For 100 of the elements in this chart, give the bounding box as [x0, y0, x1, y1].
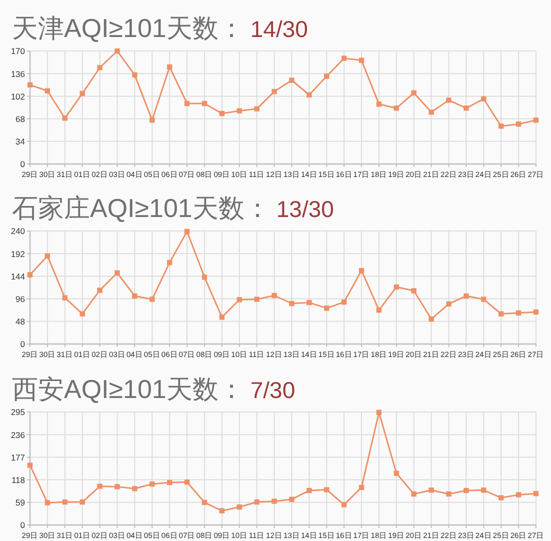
- point: [272, 88, 277, 94]
- point: [516, 122, 522, 127]
- y-tick-label: 59: [16, 497, 26, 508]
- point: [62, 116, 68, 121]
- y-tick-label: 48: [16, 316, 26, 327]
- point: [341, 56, 347, 61]
- point: [498, 124, 504, 129]
- point: [184, 100, 190, 106]
- point: [533, 310, 539, 315]
- point: [62, 499, 68, 504]
- point: [80, 499, 85, 504]
- point: [341, 300, 347, 306]
- point: [516, 492, 522, 497]
- point: [428, 487, 434, 492]
- point: [324, 74, 330, 79]
- point: [411, 491, 416, 496]
- point: [289, 301, 294, 306]
- point: [44, 500, 50, 506]
- point: [533, 490, 539, 496]
- point: [358, 484, 364, 490]
- point: [202, 274, 208, 280]
- point: [150, 118, 155, 123]
- point: [166, 260, 172, 266]
- point: [202, 499, 208, 505]
- point: [236, 504, 242, 510]
- point: [481, 487, 486, 492]
- point: [498, 494, 504, 500]
- point: [358, 268, 364, 274]
- point: [27, 272, 33, 278]
- point: [306, 92, 312, 98]
- y-tick-label: 136: [10, 68, 26, 79]
- y-tick-label: 295: [10, 406, 26, 417]
- point: [428, 110, 434, 115]
- point: [184, 229, 190, 234]
- point: [150, 296, 155, 302]
- point: [97, 288, 102, 294]
- point: [411, 288, 416, 294]
- point: [132, 294, 138, 299]
- point: [44, 254, 50, 259]
- point: [97, 65, 102, 70]
- y-tick-label: 236: [10, 429, 26, 440]
- chart-title: 石家庄AQI≥101天数：: [12, 193, 270, 224]
- point: [464, 294, 469, 299]
- point: [289, 496, 294, 502]
- y-tick-label: 118: [11, 474, 26, 485]
- point: [80, 312, 85, 317]
- y-tick-label: 144: [10, 272, 26, 282]
- point: [481, 96, 486, 102]
- point: [132, 72, 138, 78]
- point: [62, 296, 68, 301]
- point: [254, 499, 260, 504]
- point: [394, 106, 400, 111]
- point: [166, 64, 172, 70]
- y-tick-label: 177: [10, 452, 26, 462]
- point: [219, 508, 225, 514]
- point: [114, 48, 120, 54]
- point: [306, 300, 312, 306]
- point: [533, 118, 539, 123]
- point: [236, 108, 242, 114]
- point: [80, 90, 85, 96]
- text: 7/30: [250, 376, 296, 403]
- point: [358, 58, 364, 63]
- text: 14/30: [250, 16, 308, 42]
- y-tick-label: 68: [16, 114, 26, 124]
- point: [481, 296, 486, 302]
- y-tick-label: 240: [10, 226, 26, 237]
- point: [44, 88, 50, 94]
- y-tick-label: 0: [20, 159, 26, 170]
- y-tick-label: 96: [16, 294, 26, 304]
- point: [446, 302, 452, 307]
- point: [272, 293, 277, 298]
- y-tick-label: 170: [10, 46, 26, 56]
- point: [498, 312, 504, 317]
- point: [97, 483, 102, 489]
- point: [516, 310, 522, 316]
- chart-title: 西安AQI≥101天数：: [12, 374, 244, 404]
- point: [166, 480, 172, 485]
- y-tick-label: 102: [10, 91, 26, 102]
- point: [394, 470, 400, 476]
- point: [376, 308, 382, 314]
- point: [446, 491, 452, 496]
- point: [254, 106, 260, 112]
- point: [219, 314, 225, 320]
- point: [446, 98, 452, 103]
- point: [464, 106, 469, 111]
- point: [254, 296, 260, 302]
- point: [306, 488, 312, 493]
- y-tick-label: 0: [20, 340, 26, 350]
- point: [394, 284, 400, 290]
- point: [27, 462, 33, 468]
- point: [411, 90, 416, 96]
- point: [289, 78, 294, 83]
- text: 13/30: [276, 196, 334, 222]
- point: [184, 479, 190, 484]
- point: [464, 488, 469, 493]
- point: [376, 409, 382, 415]
- y-tick-label: 192: [10, 249, 26, 260]
- point: [150, 481, 155, 486]
- point: [236, 297, 242, 303]
- point: [114, 270, 120, 276]
